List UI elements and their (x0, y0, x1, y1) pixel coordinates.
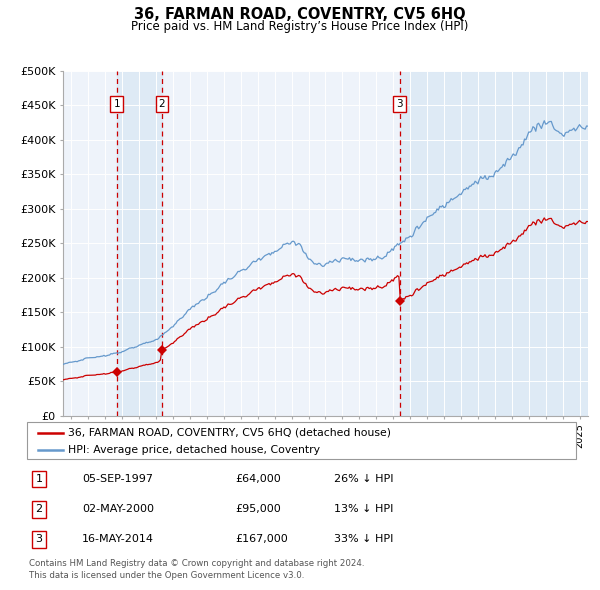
Text: Price paid vs. HM Land Registry’s House Price Index (HPI): Price paid vs. HM Land Registry’s House … (131, 20, 469, 33)
Text: HPI: Average price, detached house, Coventry: HPI: Average price, detached house, Cove… (68, 445, 320, 455)
Text: 16-MAY-2014: 16-MAY-2014 (82, 535, 154, 544)
Text: 26% ↓ HPI: 26% ↓ HPI (334, 474, 394, 484)
Text: 05-SEP-1997: 05-SEP-1997 (82, 474, 153, 484)
Text: Contains HM Land Registry data © Crown copyright and database right 2024.: Contains HM Land Registry data © Crown c… (29, 559, 364, 568)
Text: 1: 1 (113, 99, 120, 109)
Text: This data is licensed under the Open Government Licence v3.0.: This data is licensed under the Open Gov… (29, 571, 304, 579)
Text: 36, FARMAN ROAD, COVENTRY, CV5 6HQ: 36, FARMAN ROAD, COVENTRY, CV5 6HQ (134, 7, 466, 22)
Text: 2: 2 (35, 504, 43, 514)
Text: 3: 3 (396, 99, 403, 109)
Text: £64,000: £64,000 (236, 474, 281, 484)
Text: 3: 3 (35, 535, 43, 544)
Text: 36, FARMAN ROAD, COVENTRY, CV5 6HQ (detached house): 36, FARMAN ROAD, COVENTRY, CV5 6HQ (deta… (68, 428, 391, 438)
Text: 1: 1 (35, 474, 43, 484)
Text: 2: 2 (158, 99, 165, 109)
Text: £167,000: £167,000 (236, 535, 289, 544)
Bar (400, 71, 588, 416)
Bar (116, 71, 162, 416)
Text: £95,000: £95,000 (236, 504, 281, 514)
Text: 02-MAY-2000: 02-MAY-2000 (82, 504, 154, 514)
Text: 13% ↓ HPI: 13% ↓ HPI (334, 504, 394, 514)
Text: 33% ↓ HPI: 33% ↓ HPI (334, 535, 394, 544)
